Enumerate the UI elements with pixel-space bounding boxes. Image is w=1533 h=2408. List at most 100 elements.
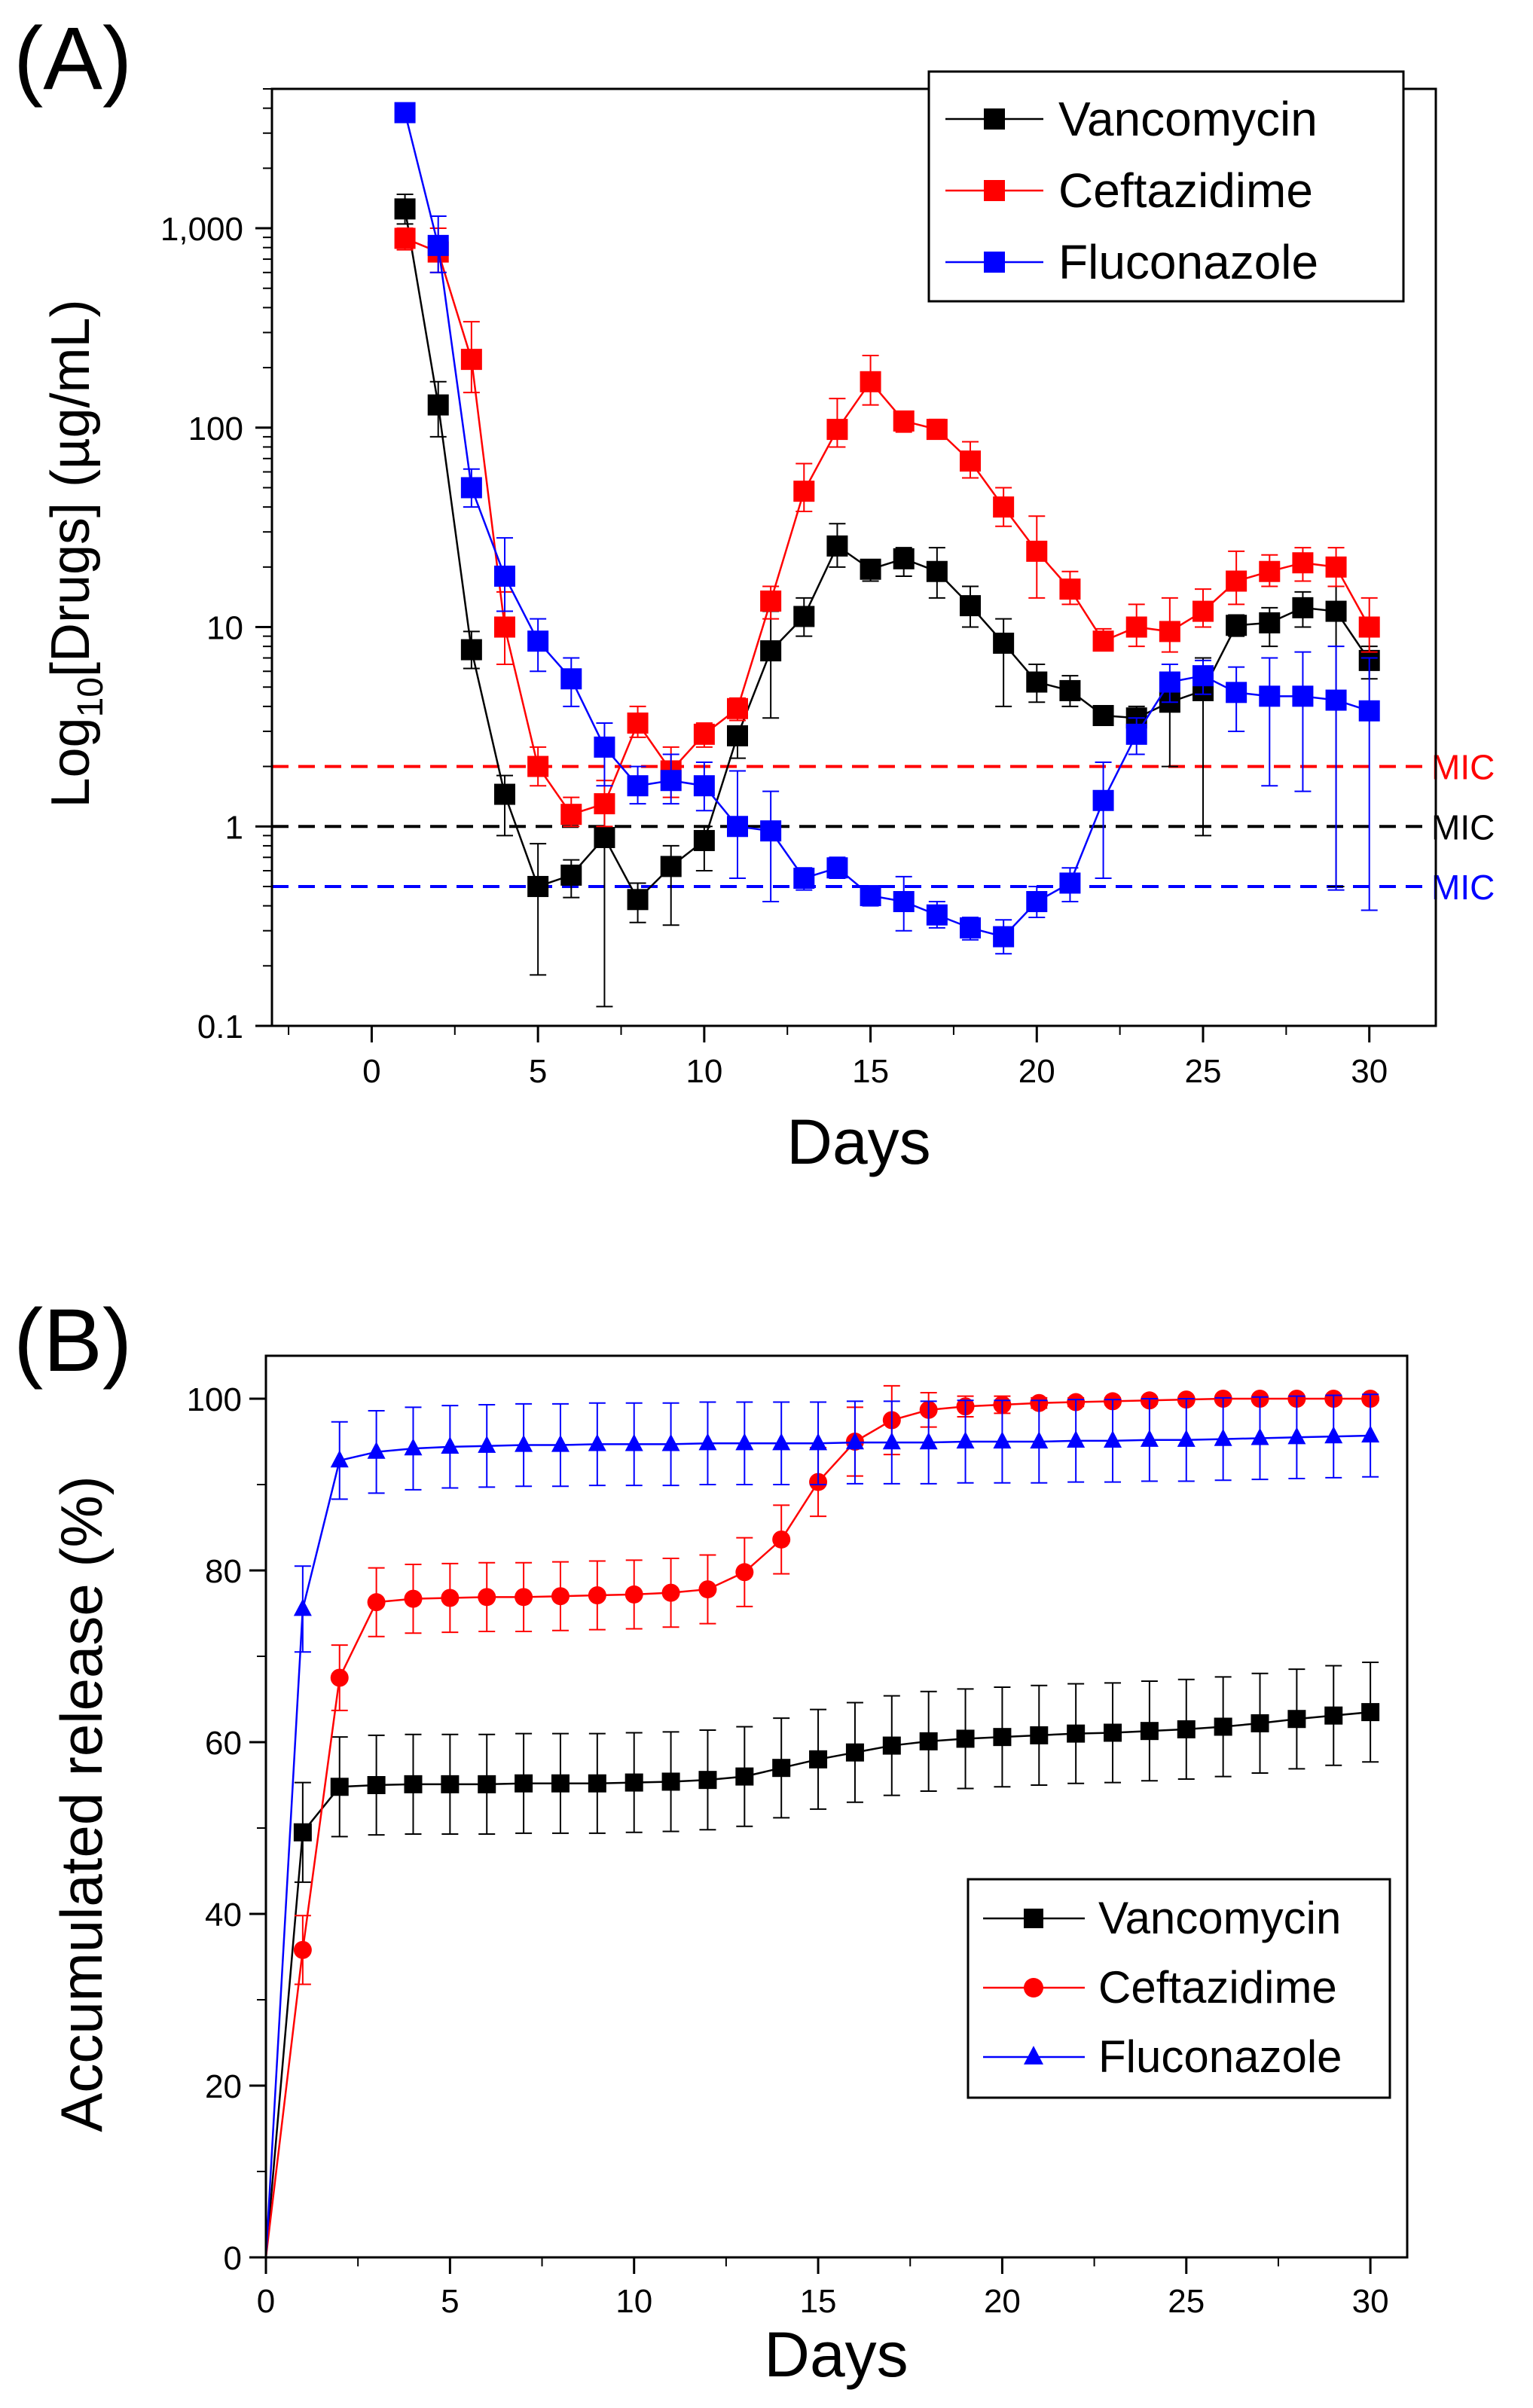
- data-point: [882, 1736, 901, 1755]
- data-point: [1292, 685, 1314, 707]
- x-tick-label: 30: [1351, 1053, 1388, 1090]
- mic-label: MIC: [1431, 868, 1495, 907]
- data-point: [441, 1589, 460, 1607]
- x-tick-label: 20: [984, 2283, 1021, 2320]
- data-point: [367, 1442, 386, 1459]
- panel-b-plot-frame: [264, 1354, 1409, 2259]
- x-tick-label: 10: [615, 2283, 652, 2320]
- data-point: [1125, 723, 1147, 745]
- y-tick-label: 0: [224, 2240, 242, 2277]
- data-point: [441, 1436, 460, 1454]
- data-point: [1177, 1430, 1196, 1447]
- data-point: [693, 723, 715, 745]
- data-point: [893, 410, 915, 432]
- x-tick-label: 25: [1185, 1053, 1222, 1090]
- data-point: [735, 1563, 754, 1582]
- y-tick-label: 80: [205, 1553, 242, 1590]
- data-point: [1092, 630, 1114, 652]
- data-point: [1059, 578, 1081, 600]
- data-point: [1251, 1714, 1269, 1732]
- data-point: [394, 227, 416, 249]
- series-line: [264, 1397, 1371, 2258]
- data-point: [826, 419, 848, 441]
- data-point: [993, 496, 1015, 518]
- data-point: [1030, 1431, 1049, 1449]
- data-point: [772, 1759, 791, 1778]
- panel-b-legend: Vancomycin Ceftazidime Fluconazole: [967, 1878, 1391, 2099]
- data-point: [1059, 872, 1081, 894]
- data-point: [624, 1433, 643, 1451]
- data-point: [1030, 1726, 1049, 1744]
- y-tick-label: 20: [205, 2068, 242, 2105]
- legend-label: Fluconazole: [1098, 2031, 1342, 2082]
- panel-a-x-axis-label: Days: [786, 1106, 930, 1177]
- data-point: [1226, 615, 1247, 636]
- data-point: [772, 1433, 791, 1451]
- data-point: [460, 477, 482, 499]
- data-point: [793, 867, 815, 889]
- data-point: [624, 1585, 643, 1604]
- data-point: [551, 1587, 570, 1606]
- series-line: [404, 209, 1370, 902]
- data-point: [293, 1823, 312, 1842]
- data-point: [1251, 1427, 1269, 1445]
- data-point: [735, 1767, 754, 1786]
- data-point: [826, 535, 848, 557]
- data-point: [919, 1432, 938, 1450]
- panel-b-y-axis-label: Accumulated release (%): [48, 1476, 115, 2132]
- data-point: [515, 1434, 533, 1452]
- y-tick-label: 100: [188, 410, 243, 447]
- data-point: [494, 616, 515, 638]
- panel-a-y-axis-label: Log10[Drugs] (µg/mL): [41, 299, 111, 807]
- data-point: [760, 820, 782, 842]
- data-point: [494, 783, 515, 805]
- legend-label: Fluconazole: [1058, 235, 1318, 289]
- data-point: [588, 1586, 606, 1605]
- data-point: [427, 234, 449, 256]
- data-point: [727, 725, 748, 746]
- data-point: [367, 1593, 386, 1612]
- legend-marker: [984, 180, 1005, 201]
- data-point: [661, 1433, 680, 1451]
- data-point: [588, 1433, 606, 1451]
- data-point: [860, 558, 881, 580]
- data-point: [1287, 1710, 1306, 1729]
- data-point: [826, 857, 848, 879]
- y-tick-label: 1,000: [160, 211, 243, 248]
- data-point: [1140, 1722, 1159, 1741]
- data-point: [624, 1773, 643, 1792]
- panel-a-mic-lines: MIC MIC MIC: [272, 748, 1495, 907]
- data-point: [698, 1433, 717, 1451]
- panel-b-label: (B): [14, 1291, 132, 1390]
- data-point: [1325, 600, 1347, 622]
- data-point: [919, 1732, 938, 1750]
- data-point: [1092, 704, 1114, 726]
- data-point: [1177, 1720, 1196, 1738]
- data-point: [1092, 789, 1114, 811]
- legend-marker: [1024, 1909, 1043, 1928]
- data-point: [1361, 1703, 1380, 1722]
- data-point: [1193, 600, 1214, 622]
- svg-text:Log10[Drugs] (µg/mL): Log10[Drugs] (µg/mL): [41, 299, 111, 807]
- data-point: [1259, 560, 1281, 582]
- data-point: [1226, 570, 1247, 592]
- data-point: [1325, 689, 1347, 711]
- data-point: [727, 697, 748, 719]
- panel-a-plot-frame: [270, 87, 1437, 1027]
- data-point: [394, 102, 416, 124]
- panel-a-axes: 0 5 10 15 20 25 30 0.1 1 10 100 1,000: [160, 88, 1388, 1090]
- y-tick-label: 0.1: [197, 1009, 243, 1045]
- data-point: [809, 1433, 828, 1451]
- data-point: [956, 1729, 975, 1748]
- data-point: [882, 1432, 901, 1450]
- data-point: [1324, 1426, 1343, 1444]
- data-point: [993, 632, 1015, 654]
- data-point: [698, 1580, 717, 1599]
- data-point: [627, 889, 649, 911]
- data-point: [772, 1530, 791, 1549]
- panel-b: (B) 0 5 10 15 20 25 30 0 20 40 60 80 100 Days Accumu…: [14, 1291, 1409, 2390]
- y-tick-label: 100: [187, 1381, 242, 1418]
- data-point: [1159, 671, 1180, 693]
- data-point: [1026, 671, 1048, 693]
